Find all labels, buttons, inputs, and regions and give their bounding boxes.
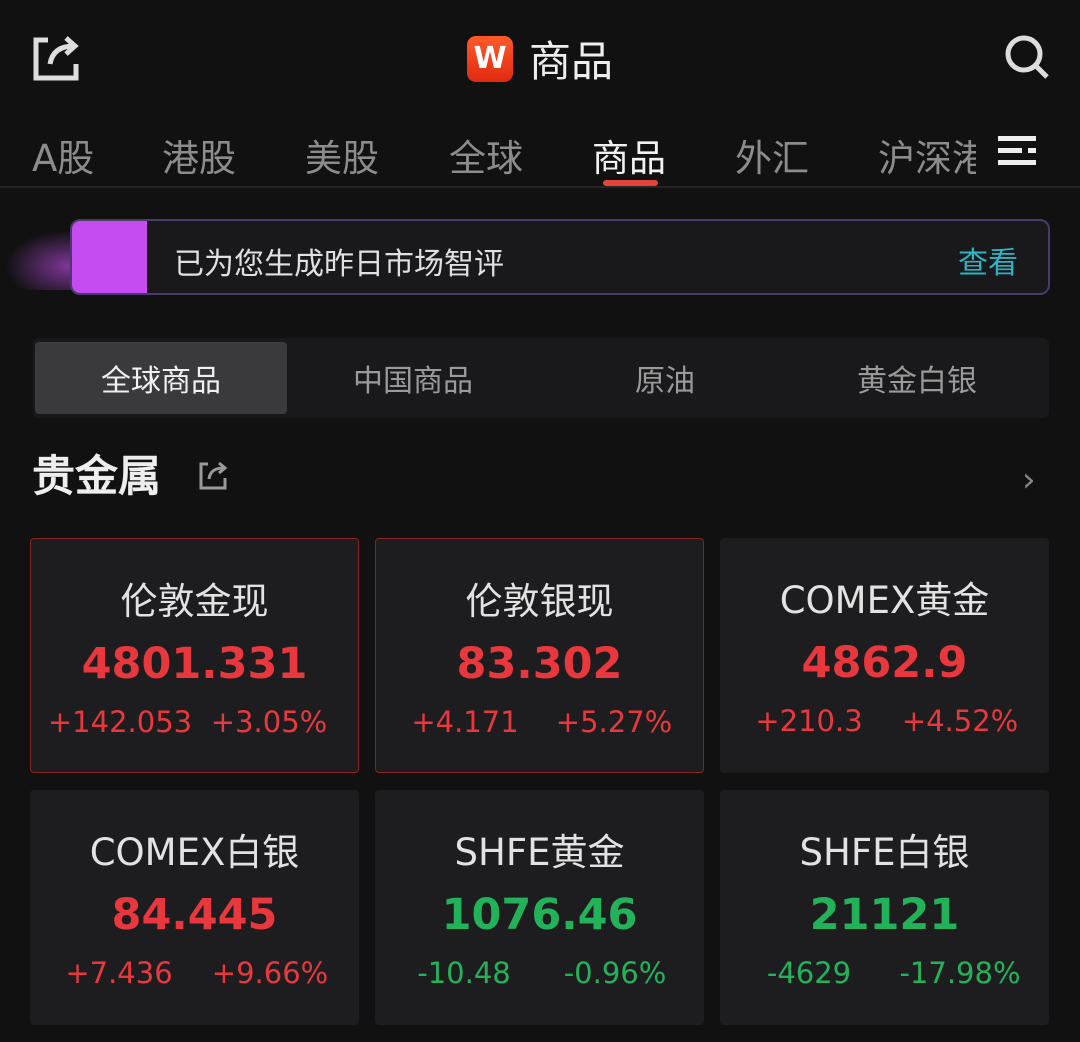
active-tab-indicator — [603, 180, 658, 186]
quote-name: 伦敦金现 — [120, 580, 269, 623]
chevron-right-icon[interactable]: › — [1022, 460, 1036, 500]
tab-forex[interactable]: 外汇 — [735, 137, 809, 180]
tab-shanghai-shenzhen[interactable]: 沪深港 — [878, 137, 976, 180]
quote-card[interactable]: SHFE黄金 1076.46 -10.48 -0.96% — [375, 790, 704, 1025]
tab-a-shares[interactable]: A股 — [32, 137, 95, 180]
quote-card[interactable]: 伦敦金现 4801.331 +142.053 +3.05% — [30, 538, 359, 773]
quote-name: COMEX黄金 — [779, 579, 990, 622]
quote-change: +7.436 — [65, 956, 173, 990]
quote-change: +142.053 — [47, 705, 193, 739]
quote-price: 1076.46 — [441, 890, 638, 940]
segment-global-commodities[interactable]: 全球商品 — [35, 342, 287, 414]
quote-price: 84.445 — [111, 890, 278, 940]
quote-change-percent: +4.52% — [901, 704, 1019, 738]
quote-price: 21121 — [809, 890, 960, 940]
quote-change: +210.3 — [755, 704, 863, 738]
view-link[interactable]: 查看 — [958, 246, 1018, 281]
market-tabs: A股 港股 美股 全球 商品 外汇 沪深港 — [0, 124, 1080, 188]
tab-commodities[interactable]: 商品 — [592, 137, 666, 180]
segment-crude-oil[interactable]: 原油 — [635, 364, 695, 399]
segment-gold-silver[interactable]: 黄金白银 — [857, 364, 977, 399]
quote-price: 4862.9 — [801, 638, 968, 688]
segment-china-commodities[interactable]: 中国商品 — [353, 364, 473, 399]
quote-change: -10.48 — [417, 956, 511, 990]
banner-text: 已为您生成昨日市场智评 — [174, 247, 504, 282]
tab-hk-stocks[interactable]: 港股 — [162, 137, 236, 180]
quote-name: COMEX白银 — [89, 831, 300, 874]
banner-accent — [72, 221, 147, 293]
quote-name: 伦敦银现 — [465, 580, 614, 623]
quote-change-percent: +5.27% — [555, 705, 673, 739]
header-title: W 商品 — [0, 28, 1080, 89]
app-logo: W — [466, 35, 513, 82]
tab-us-stocks[interactable]: 美股 — [305, 137, 379, 180]
quote-name: SHFE白银 — [799, 831, 970, 874]
commodity-segment-control: 全球商品 中国商品 原油 黄金白银 — [33, 338, 1049, 418]
quote-price: 83.302 — [456, 639, 623, 689]
menu-icon[interactable] — [998, 136, 1036, 166]
quote-change-percent: -17.98% — [899, 956, 1021, 990]
share-icon[interactable] — [32, 34, 80, 82]
ai-review-banner[interactable]: 已为您生成昨日市场智评 查看 — [70, 219, 1050, 295]
quote-change-percent: -0.96% — [563, 956, 667, 990]
section-title: 贵金属 — [32, 452, 161, 502]
quote-card[interactable]: 伦敦银现 83.302 +4.171 +5.27% — [375, 538, 704, 773]
quote-change: -4629 — [766, 956, 852, 990]
share-icon[interactable] — [198, 460, 228, 490]
quote-name: SHFE黄金 — [454, 831, 625, 874]
quote-card[interactable]: SHFE白银 21121 -4629 -17.98% — [720, 790, 1049, 1025]
quote-change: +4.171 — [411, 705, 519, 739]
quote-change-percent: +9.66% — [211, 956, 329, 990]
quote-card[interactable]: COMEX白银 84.445 +7.436 +9.66% — [30, 790, 359, 1025]
quote-card[interactable]: COMEX黄金 4862.9 +210.3 +4.52% — [720, 538, 1049, 773]
page-title: 商品 — [528, 37, 613, 86]
quote-change-percent: +3.05% — [210, 705, 328, 739]
tab-global[interactable]: 全球 — [449, 137, 523, 180]
quote-price: 4801.331 — [81, 639, 308, 689]
search-icon[interactable] — [1004, 34, 1050, 80]
